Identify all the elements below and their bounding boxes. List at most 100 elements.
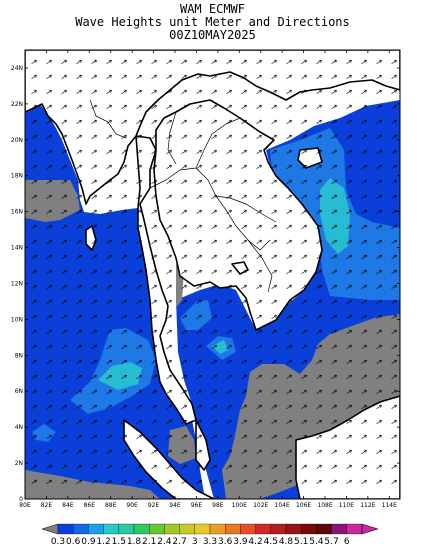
direction-arrow bbox=[181, 254, 187, 259]
direction-arrow bbox=[121, 449, 127, 454]
direction-arrow bbox=[181, 359, 187, 364]
direction-arrow bbox=[106, 224, 112, 229]
direction-arrow bbox=[121, 389, 127, 394]
direction-arrow bbox=[91, 344, 97, 349]
direction-arrow bbox=[121, 119, 127, 124]
direction-arrow bbox=[256, 149, 262, 154]
direction-arrow bbox=[31, 134, 37, 139]
direction-arrow bbox=[151, 134, 157, 139]
direction-arrow bbox=[211, 419, 217, 424]
lat-tick-label: 20N bbox=[11, 137, 23, 144]
direction-arrow bbox=[31, 269, 37, 274]
direction-arrow bbox=[241, 104, 247, 109]
direction-arrow bbox=[181, 74, 187, 79]
direction-arrow bbox=[316, 419, 322, 424]
direction-arrow bbox=[196, 104, 202, 109]
direction-arrow bbox=[121, 314, 127, 319]
direction-arrow bbox=[301, 149, 307, 154]
direction-arrow bbox=[361, 149, 367, 154]
direction-arrow bbox=[346, 434, 352, 439]
direction-arrow bbox=[196, 149, 202, 154]
direction-arrow bbox=[226, 149, 232, 154]
colorbar-swatch bbox=[240, 523, 256, 535]
direction-arrow bbox=[301, 179, 307, 184]
direction-arrow bbox=[346, 269, 352, 274]
direction-arrow bbox=[76, 239, 82, 244]
direction-arrow bbox=[376, 464, 382, 469]
direction-arrow bbox=[391, 149, 397, 154]
direction-arrow bbox=[256, 104, 262, 109]
direction-arrow bbox=[31, 299, 37, 304]
direction-arrow bbox=[121, 74, 127, 79]
direction-arrow bbox=[136, 374, 142, 379]
direction-arrow bbox=[76, 224, 82, 229]
direction-arrow bbox=[31, 449, 37, 454]
direction-arrow bbox=[241, 284, 247, 289]
direction-arrow bbox=[136, 224, 142, 229]
direction-arrow bbox=[316, 359, 322, 364]
direction-arrow bbox=[241, 479, 247, 484]
direction-arrow bbox=[46, 224, 52, 229]
direction-arrow bbox=[241, 419, 247, 424]
direction-arrow bbox=[391, 359, 397, 364]
direction-arrow bbox=[196, 374, 202, 379]
direction-arrow bbox=[316, 104, 322, 109]
map-title: WAM ECMWF bbox=[179, 2, 246, 16]
direction-arrow bbox=[181, 344, 187, 349]
direction-arrow bbox=[151, 224, 157, 229]
direction-arrow bbox=[286, 314, 292, 319]
direction-arrow bbox=[391, 239, 397, 244]
direction-arrow bbox=[76, 89, 82, 94]
direction-arrow bbox=[91, 74, 97, 79]
direction-arrow bbox=[226, 269, 232, 274]
direction-arrow bbox=[136, 449, 142, 454]
direction-arrow bbox=[226, 284, 232, 289]
direction-arrow bbox=[286, 299, 292, 304]
direction-arrow bbox=[31, 149, 37, 154]
direction-arrow bbox=[331, 164, 337, 169]
direction-arrow bbox=[181, 329, 187, 334]
direction-arrow bbox=[376, 179, 382, 184]
direction-arrow bbox=[376, 284, 382, 289]
colorbar-label: 3.9 bbox=[233, 537, 248, 547]
direction-arrow bbox=[211, 359, 217, 364]
direction-arrow bbox=[211, 344, 217, 349]
direction-arrow bbox=[391, 194, 397, 199]
direction-arrow bbox=[166, 239, 172, 244]
direction-arrow bbox=[121, 224, 127, 229]
direction-arrow bbox=[166, 329, 172, 334]
direction-arrow bbox=[91, 254, 97, 259]
sea-light-gulf bbox=[180, 300, 212, 330]
direction-arrow bbox=[376, 119, 382, 124]
direction-arrow bbox=[46, 149, 52, 154]
direction-arrow bbox=[316, 299, 322, 304]
direction-arrow bbox=[106, 209, 112, 214]
direction-arrow bbox=[271, 74, 277, 79]
direction-arrow bbox=[61, 89, 67, 94]
direction-arrow bbox=[31, 74, 37, 79]
direction-arrow bbox=[256, 269, 262, 274]
direction-arrow bbox=[121, 344, 127, 349]
direction-arrow bbox=[211, 449, 217, 454]
lon-tick-label: 102E bbox=[253, 502, 268, 509]
direction-arrow bbox=[76, 269, 82, 274]
direction-arrow bbox=[226, 479, 232, 484]
direction-arrow bbox=[346, 149, 352, 154]
direction-arrow bbox=[211, 299, 217, 304]
direction-arrow bbox=[121, 164, 127, 169]
direction-arrow bbox=[106, 74, 112, 79]
direction-arrow bbox=[226, 464, 232, 469]
direction-arrow bbox=[166, 89, 172, 94]
direction-arrow bbox=[151, 59, 157, 64]
direction-arrow bbox=[91, 299, 97, 304]
direction-arrow bbox=[151, 209, 157, 214]
direction-arrow bbox=[106, 314, 112, 319]
direction-arrow bbox=[166, 224, 172, 229]
direction-arrow bbox=[391, 89, 397, 94]
direction-arrow bbox=[76, 479, 82, 484]
direction-arrow bbox=[301, 194, 307, 199]
direction-arrow bbox=[151, 314, 157, 319]
direction-arrow bbox=[106, 359, 112, 364]
direction-arrow bbox=[331, 359, 337, 364]
colorbar-swatch bbox=[225, 523, 241, 535]
